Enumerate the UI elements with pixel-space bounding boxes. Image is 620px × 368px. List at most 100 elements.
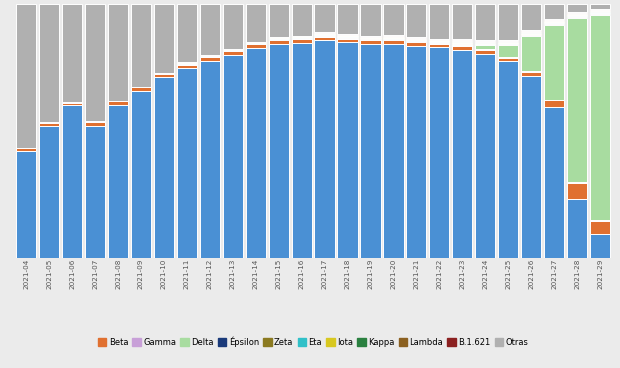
Bar [383, 40, 404, 44]
Bar [498, 45, 518, 46]
Bar [475, 42, 495, 43]
Bar [590, 10, 610, 11]
Bar [567, 4, 587, 12]
Bar [360, 39, 381, 40]
Bar [62, 4, 82, 102]
Bar [291, 38, 312, 39]
Bar [337, 37, 358, 38]
Bar [521, 76, 541, 258]
Bar [177, 4, 197, 62]
Bar [498, 46, 518, 57]
Bar [268, 39, 289, 40]
Bar [567, 15, 587, 16]
Bar [590, 220, 610, 221]
Bar [337, 38, 358, 39]
Bar [314, 32, 335, 33]
Bar [475, 40, 495, 42]
Bar [590, 4, 610, 9]
Bar [475, 54, 495, 258]
Bar [544, 22, 564, 23]
Bar [39, 122, 60, 123]
Bar [360, 40, 381, 44]
Bar [223, 50, 243, 51]
Bar [131, 4, 151, 87]
Bar [406, 42, 427, 46]
Bar [452, 39, 472, 40]
Bar [475, 46, 495, 49]
Bar [337, 34, 358, 35]
Bar [567, 199, 587, 258]
Bar [567, 16, 587, 17]
Bar [200, 61, 220, 258]
Bar [590, 11, 610, 13]
Bar [590, 13, 610, 14]
Bar [314, 37, 335, 40]
Bar [177, 65, 197, 68]
Bar [475, 49, 495, 50]
Bar [521, 30, 541, 31]
Bar [544, 25, 564, 100]
Bar [429, 40, 450, 42]
Bar [521, 35, 541, 36]
Bar [314, 4, 335, 32]
Bar [406, 40, 427, 41]
Bar [498, 43, 518, 44]
Bar [154, 73, 174, 74]
Bar [475, 43, 495, 44]
Bar [39, 4, 60, 122]
Bar [452, 43, 472, 44]
Bar [567, 17, 587, 18]
Bar [177, 64, 197, 65]
Bar [85, 121, 105, 122]
Bar [360, 44, 381, 258]
Bar [337, 39, 358, 42]
Bar [406, 4, 427, 37]
Bar [544, 21, 564, 22]
Bar [475, 4, 495, 40]
Bar [131, 87, 151, 88]
Bar [475, 50, 495, 54]
Bar [291, 39, 312, 43]
Legend: Beta, Gamma, Delta, Épsilon, Zeta, Eta, Iota, Kappa, Lambda, B.1.621, Otras: Beta, Gamma, Delta, Épsilon, Zeta, Eta, … [95, 333, 531, 350]
Bar [246, 44, 266, 48]
Bar [200, 55, 220, 56]
Bar [291, 37, 312, 38]
Bar [314, 40, 335, 258]
Bar [429, 4, 450, 39]
Bar [223, 4, 243, 49]
Bar [429, 47, 450, 258]
Bar [268, 37, 289, 38]
Bar [452, 50, 472, 258]
Bar [567, 183, 587, 199]
Bar [177, 68, 197, 258]
Bar [291, 4, 312, 36]
Bar [131, 88, 151, 91]
Bar [406, 41, 427, 42]
Bar [383, 44, 404, 258]
Bar [383, 38, 404, 39]
Bar [246, 43, 266, 44]
Bar [498, 40, 518, 42]
Bar [314, 34, 335, 35]
Bar [567, 12, 587, 13]
Bar [268, 38, 289, 39]
Bar [521, 4, 541, 30]
Bar [223, 49, 243, 50]
Bar [39, 125, 60, 258]
Bar [590, 221, 610, 234]
Bar [383, 4, 404, 35]
Bar [498, 44, 518, 45]
Bar [498, 58, 518, 61]
Bar [200, 56, 220, 57]
Bar [521, 36, 541, 71]
Bar [567, 14, 587, 15]
Bar [360, 4, 381, 36]
Bar [16, 151, 37, 258]
Bar [406, 39, 427, 40]
Bar [223, 55, 243, 258]
Bar [383, 35, 404, 36]
Bar [154, 74, 174, 77]
Bar [108, 101, 128, 102]
Bar [521, 31, 541, 32]
Bar [498, 57, 518, 58]
